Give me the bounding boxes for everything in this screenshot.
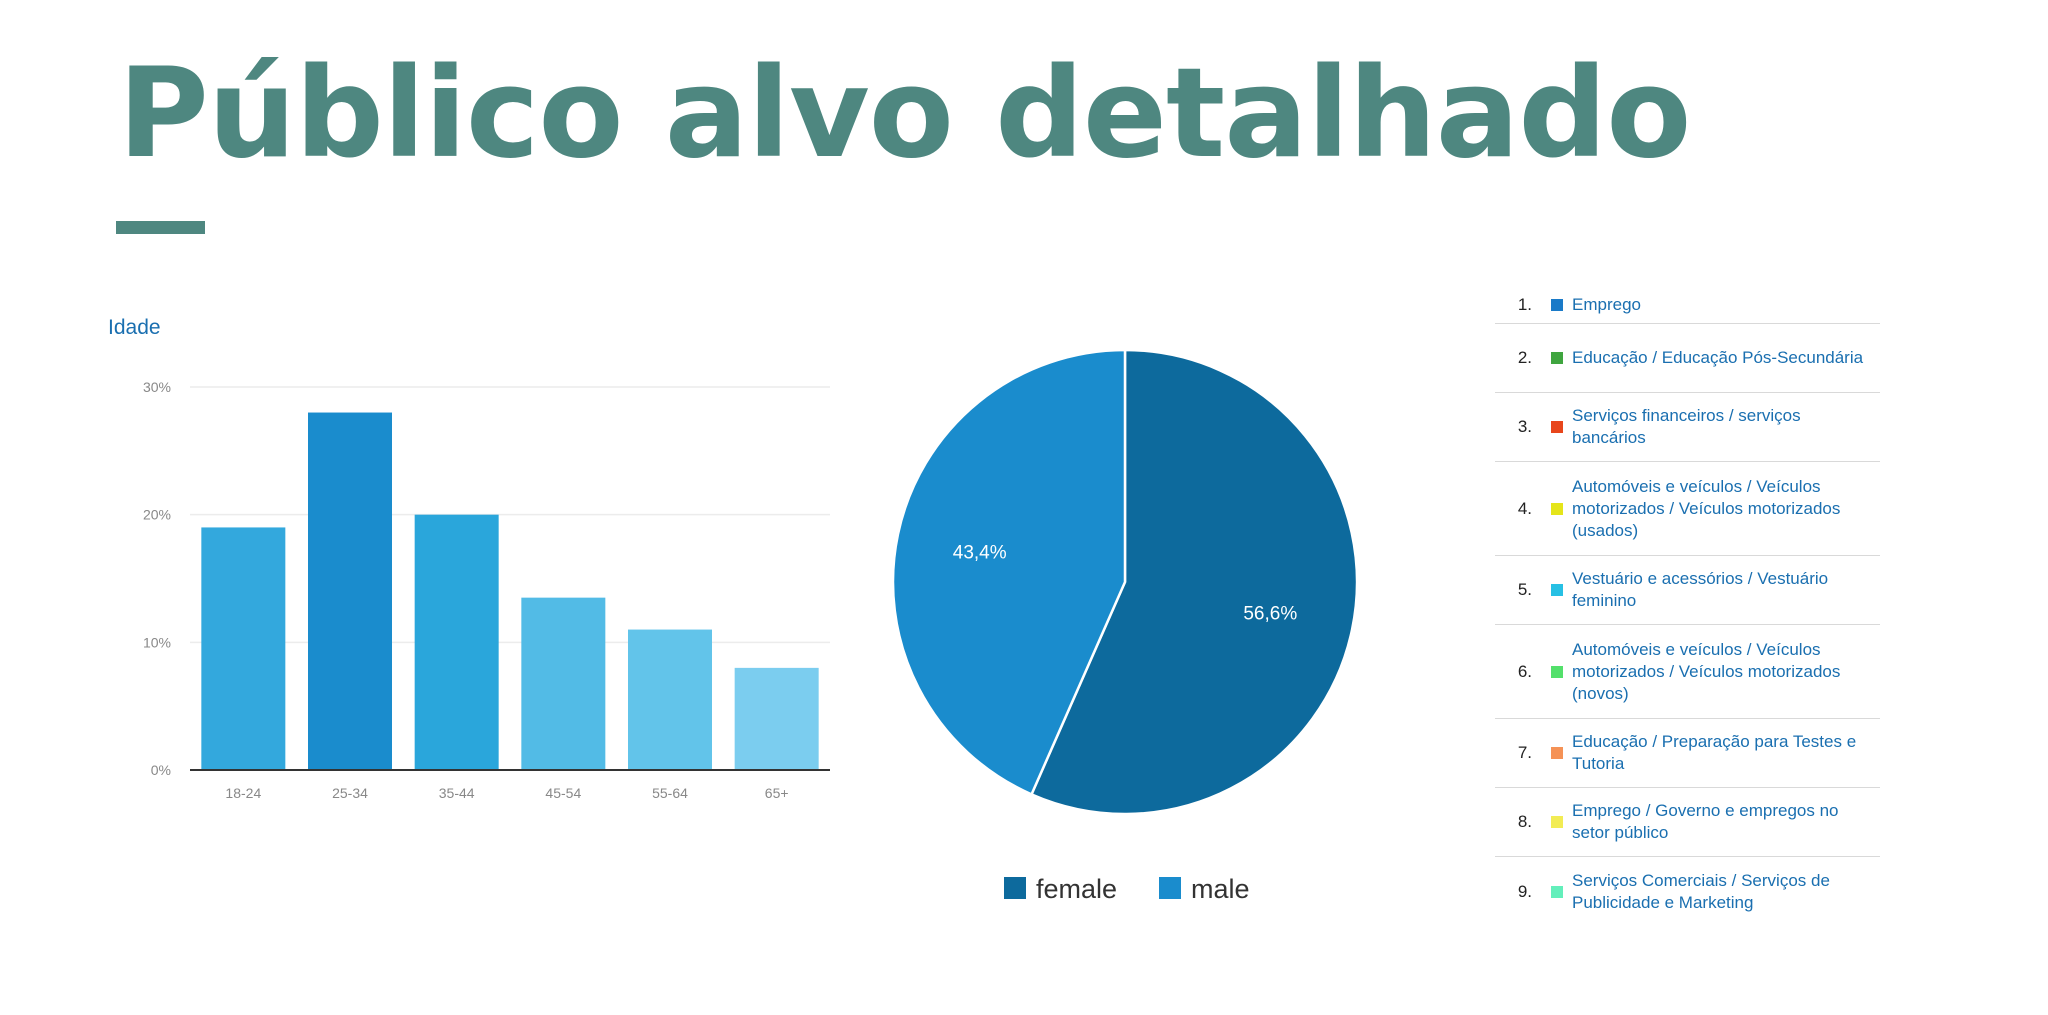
row-label: Automóveis e veículos / Veículos motoriz… — [1572, 639, 1841, 703]
table-row: 9. Serviços Comerciais / Serviços de Publ… — [1495, 857, 1880, 926]
x-tick-label: 55-64 — [652, 785, 688, 801]
legend-swatch-female — [1004, 877, 1026, 899]
row-label: Serviços financeiros / serviços bancário… — [1572, 406, 1801, 447]
row-color-swatch — [1551, 816, 1563, 828]
bar-chart-title: Idade — [108, 316, 161, 339]
bar-45-54 — [521, 597, 606, 770]
x-tick-label: 25-34 — [332, 785, 368, 801]
interests-table: 1. Emprego 2. Educação / Educação Pós-Secun… — [1495, 286, 1880, 926]
table-row: 7. Educação / Preparação para Testes e Tu… — [1495, 719, 1880, 788]
pie-label-female: 56,6% — [1243, 604, 1297, 625]
row-number: 6. — [1517, 661, 1532, 681]
table-row: 3. Serviços financeiros / serviços bancár… — [1495, 393, 1880, 462]
legend-label-female: female — [1036, 874, 1117, 904]
table-row: 6. Automóveis e veículos / Veículos motor… — [1495, 625, 1880, 719]
x-tick-label: 35-44 — [439, 785, 475, 801]
table-row: 5. Vestuário e acessórios / Vestuário fem… — [1495, 556, 1880, 625]
bar-55-64 — [628, 629, 712, 770]
row-color-swatch — [1551, 502, 1563, 515]
bar-25-34 — [308, 412, 392, 770]
pie-slice-male — [891, 348, 1127, 796]
x-tick-label: 18-24 — [225, 785, 261, 801]
bar-18-24 — [201, 527, 286, 770]
y-tick-label: 20% — [143, 507, 171, 523]
row-number: 2. — [1517, 348, 1532, 367]
row-label: Emprego / Governo e empregos no setor pú… — [1572, 801, 1839, 842]
row-label: Automóveis e veículos / Veículos motoriz… — [1572, 476, 1841, 540]
gender-pie-chart: 56,6% 43,4% female male — [891, 348, 1359, 904]
row-color-swatch — [1551, 885, 1563, 898]
title-underline — [116, 221, 205, 234]
pie-slice-female — [1029, 348, 1359, 816]
legend-swatch-male — [1159, 877, 1181, 899]
row-label: Serviços Comerciais / Serviços de Public… — [1572, 870, 1830, 912]
row-label: Emprego — [1572, 294, 1641, 314]
bar-65+ — [734, 667, 819, 770]
x-tick-label: 45-54 — [545, 785, 581, 801]
y-tick-label: 10% — [143, 634, 171, 650]
row-number: 8. — [1517, 812, 1532, 831]
bar-35-44 — [414, 514, 499, 770]
legend-label-male: male — [1191, 874, 1250, 904]
table-row: 8. Emprego / Governo e empregos no setor … — [1495, 788, 1880, 857]
row-number: 1. — [1517, 294, 1532, 314]
row-color-swatch — [1551, 421, 1563, 433]
row-number: 7. — [1517, 743, 1532, 762]
row-color-swatch — [1551, 747, 1563, 759]
row-color-swatch — [1551, 352, 1563, 364]
pie-label-male: 43,4% — [953, 542, 1007, 563]
table-row: 4. Automóveis e veículos / Veículos motor… — [1495, 462, 1880, 556]
row-color-swatch — [1551, 298, 1563, 311]
row-label: Educação / Educação Pós-Secundária — [1572, 348, 1864, 367]
x-tick-label: 65+ — [765, 785, 789, 801]
table-row: 1. Emprego — [1495, 286, 1880, 324]
row-number: 5. — [1517, 580, 1532, 599]
row-number: 4. — [1517, 498, 1532, 518]
page-title: Público alvo detalhado — [118, 42, 1691, 186]
row-label: Vestuário e acessórios / Vestuário femin… — [1572, 569, 1829, 610]
row-number: 9. — [1517, 881, 1532, 901]
y-tick-label: 0% — [151, 762, 171, 778]
row-color-swatch — [1551, 665, 1563, 678]
age-bar-chart: Idade 0% 10% 20% 30% 18-24 25-34 35-44 45-54 55-6… — [108, 316, 830, 801]
row-label: Educação / Preparação para Testes e Tuto… — [1572, 732, 1857, 773]
row-number: 3. — [1517, 417, 1532, 436]
table-row: 2. Educação / Educação Pós-Secundária — [1495, 324, 1880, 393]
row-color-swatch — [1551, 584, 1563, 596]
y-tick-label: 30% — [143, 379, 171, 395]
